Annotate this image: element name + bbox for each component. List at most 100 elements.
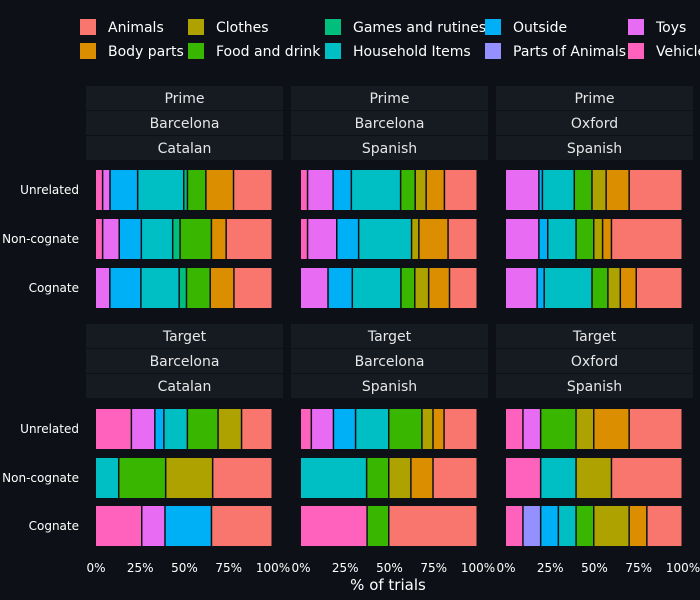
- facet-strip-label: Oxford: [571, 354, 618, 370]
- bar-segment: [576, 506, 593, 546]
- facet-strip-label: Target: [572, 329, 617, 345]
- facet-strip: [291, 86, 488, 110]
- bar-segment: [415, 268, 428, 308]
- legend-label: Toys: [655, 20, 686, 36]
- bar-segment: [188, 409, 218, 449]
- bar-segment: [523, 506, 540, 546]
- bar-segment: [506, 409, 523, 449]
- bar-segment: [629, 506, 647, 546]
- facet-strip: [86, 324, 283, 348]
- bar-segment: [445, 170, 477, 210]
- bar-segment: [594, 219, 602, 259]
- legend-label: Vehicles: [656, 44, 700, 60]
- bar-segment: [539, 219, 547, 259]
- bar-segment: [433, 409, 444, 449]
- bar-segment: [575, 170, 592, 210]
- bar-segment: [119, 458, 165, 498]
- bar-segment: [412, 219, 419, 259]
- facet-strip-label: Oxford: [571, 116, 618, 132]
- bar-segment: [422, 409, 433, 449]
- bar-segment: [429, 268, 449, 308]
- bar-segment: [506, 506, 523, 546]
- legend-key: [628, 43, 644, 59]
- bar-segment: [612, 458, 682, 498]
- bar-segment: [353, 268, 401, 308]
- bar-segment: [506, 219, 539, 259]
- bar-segment: [96, 458, 118, 498]
- legend-label: Body parts: [108, 44, 184, 60]
- bar-segment: [96, 268, 110, 308]
- legend-label: Animals: [108, 20, 164, 36]
- bar-segment: [543, 170, 574, 210]
- bar-segment: [629, 409, 682, 449]
- facet-strip: [291, 111, 488, 135]
- bar-segment: [411, 458, 433, 498]
- facet-strip-label: Catalan: [158, 379, 212, 395]
- x-tick-label: 75%: [420, 561, 447, 575]
- bar-segment: [506, 268, 537, 308]
- legend-key: [325, 19, 341, 35]
- bar-segment: [506, 458, 540, 498]
- bar-segment: [608, 268, 620, 308]
- y-tick-label: Unrelated: [20, 183, 79, 197]
- bar-segment: [141, 268, 179, 308]
- legend-key: [485, 19, 501, 35]
- bar-segment: [401, 170, 415, 210]
- bar-segment: [155, 409, 164, 449]
- x-axis-title: % of trials: [350, 576, 426, 594]
- facet-strip-label: Target: [367, 329, 412, 345]
- bar-segment: [96, 409, 131, 449]
- bar-segment: [415, 170, 426, 210]
- bar-segment: [206, 170, 233, 210]
- legend-key: [188, 19, 204, 35]
- bar-segment: [103, 219, 119, 259]
- bar-segment: [212, 219, 226, 259]
- bar-segment: [541, 409, 576, 449]
- bar-segment: [401, 268, 415, 308]
- facet-strip-label: Catalan: [158, 141, 212, 157]
- facet-strip: [291, 349, 488, 373]
- bar-segment: [523, 409, 540, 449]
- x-tick-label: 100%: [666, 561, 700, 575]
- bar-segment: [359, 219, 411, 259]
- bar-segment: [210, 268, 234, 308]
- bar-segment: [389, 458, 411, 498]
- bar-segment: [541, 458, 576, 498]
- legend-label: Outside: [513, 20, 567, 36]
- bar-segment: [213, 458, 272, 498]
- x-tick-label: 100%: [461, 561, 495, 575]
- bar-segment: [444, 409, 477, 449]
- y-tick-label: Non-cognate: [2, 471, 79, 485]
- bar-segment: [389, 409, 422, 449]
- x-tick-label: 100%: [256, 561, 290, 575]
- bar-segment: [179, 268, 186, 308]
- bar-segment: [419, 219, 448, 259]
- bar-segment: [234, 170, 272, 210]
- bar-segment: [592, 268, 608, 308]
- facet-strip: [291, 324, 488, 348]
- bar-segment: [308, 170, 333, 210]
- bar-segment: [301, 170, 307, 210]
- bar-segment: [450, 268, 477, 308]
- facet-strip-label: Prime: [369, 91, 409, 107]
- bar-segment: [506, 170, 539, 210]
- bar-segment: [356, 409, 388, 449]
- bar-segment: [301, 506, 367, 546]
- bar-segment: [389, 506, 477, 546]
- x-tick-label: 50%: [581, 561, 608, 575]
- facet-strip: [496, 324, 693, 348]
- x-tick-label: 0%: [496, 561, 515, 575]
- bar-segment: [367, 506, 388, 546]
- bar-segment: [301, 409, 311, 449]
- bar-segment: [226, 219, 272, 259]
- bar-segment: [96, 170, 102, 210]
- facet-strip: [291, 374, 488, 398]
- bar-segment: [426, 170, 444, 210]
- legend-label: Clothes: [216, 20, 269, 36]
- bar-segment: [612, 219, 682, 259]
- facet-strip-label: Spanish: [362, 379, 417, 395]
- bar-segment: [119, 219, 141, 259]
- bar-segment: [165, 506, 211, 546]
- bar-segment: [621, 268, 636, 308]
- facet-strip: [496, 136, 693, 160]
